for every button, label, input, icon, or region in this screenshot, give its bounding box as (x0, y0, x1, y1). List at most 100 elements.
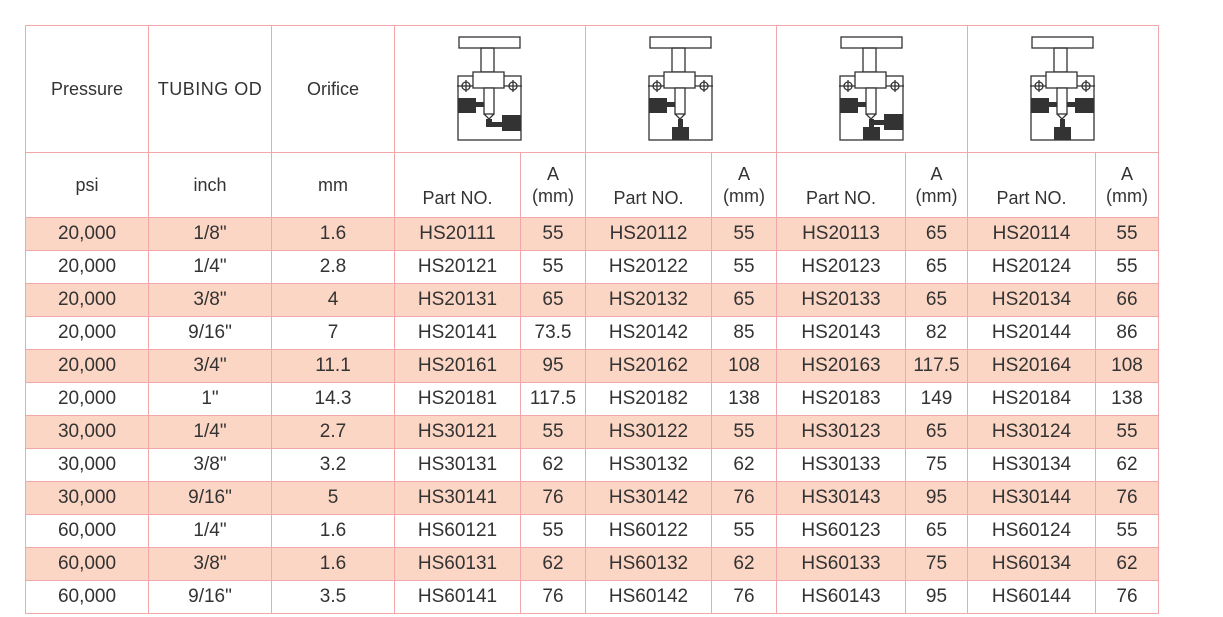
unit-mm: mm (271, 152, 395, 218)
a-mm-cell: 95 (905, 481, 968, 515)
a-mm-cell: 76 (520, 580, 586, 614)
part-no-cell: HS30134 (967, 448, 1096, 482)
part-no-cell: HS30124 (967, 415, 1096, 449)
part-no-cell: HS60121 (394, 514, 521, 548)
part-no-cell: HS30131 (394, 448, 521, 482)
a-mm-cell: 85 (711, 316, 777, 350)
a-mm-cell: 65 (905, 283, 968, 317)
a-label: A (546, 164, 559, 184)
a-mm-cell: 55 (711, 250, 777, 284)
a-mm-cell: 117.5 (520, 382, 586, 416)
part-no-cell: HS60143 (776, 580, 906, 614)
a-mm-cell: 65 (711, 283, 777, 317)
part-no-cell: HS60141 (394, 580, 521, 614)
a-dimension-header: A (mm) (711, 152, 777, 218)
part-no-cell: HS30121 (394, 415, 521, 449)
valve-type-3 (776, 25, 968, 153)
orifice-cell: 1.6 (271, 547, 395, 581)
part-no-cell: HS20133 (776, 283, 906, 317)
table-row: 20,000 1/4" 2.8 HS20121 55 HS20122 55 HS20123 65… (25, 250, 1159, 284)
part-no-cell: HS30122 (585, 415, 712, 449)
a-mm-cell: 65 (520, 283, 586, 317)
pressure-cell: 20,000 (25, 283, 149, 317)
a-mm-cell: 117.5 (905, 349, 968, 383)
pressure-cell: 30,000 (25, 415, 149, 449)
needle-valve-straight-bottom-icon (648, 36, 713, 141)
orifice-cell: 5 (271, 481, 395, 515)
part-no-cell: HS60123 (776, 514, 906, 548)
a-mm-cell: 55 (520, 415, 586, 449)
a-mm-cell: 76 (520, 481, 586, 515)
a-mm-cell: 65 (905, 415, 968, 449)
tubing-od-cell: 3/8" (148, 448, 272, 482)
a-mm-cell: 108 (1095, 349, 1159, 383)
table-row: 30,000 9/16" 5 HS30141 76 HS30142 76 HS30143 95 H… (25, 481, 1159, 515)
a-mm-cell: 75 (905, 448, 968, 482)
orifice-cell: 3.2 (271, 448, 395, 482)
pressure-cell: 20,000 (25, 316, 149, 350)
a-mm-cell: 62 (520, 547, 586, 581)
a-dimension-header: A (mm) (905, 152, 968, 218)
a-mm-cell: 62 (1095, 448, 1159, 482)
part-no-cell: HS20182 (585, 382, 712, 416)
a-mm-cell: 76 (711, 481, 777, 515)
a-mm-cell: 55 (520, 250, 586, 284)
part-no-cell: HS60124 (967, 514, 1096, 548)
orifice-cell: 7 (271, 316, 395, 350)
a-mm-cell: 149 (905, 382, 968, 416)
part-no-header: Part NO. (394, 152, 521, 218)
orifice-cell: 14.3 (271, 382, 395, 416)
part-no-cell: HS60144 (967, 580, 1096, 614)
a-label: A (737, 164, 750, 184)
part-no-cell: HS20122 (585, 250, 712, 284)
orifice-cell: 1.6 (271, 514, 395, 548)
part-no-cell: HS60132 (585, 547, 712, 581)
a-mm-cell: 76 (1095, 580, 1159, 614)
part-no-cell: HS20163 (776, 349, 906, 383)
a-mm-cell: 108 (711, 349, 777, 383)
a-mm-cell: 95 (905, 580, 968, 614)
valve-spec-table: Pressure TUBING OD Orifice psi inch mm P… (25, 25, 1159, 614)
tubing-od-cell: 9/16" (148, 580, 272, 614)
needle-valve-cross-pattern-icon (1030, 36, 1095, 141)
part-no-cell: HS20121 (394, 250, 521, 284)
a-mm-cell: 65 (905, 217, 968, 251)
pressure-cell: 20,000 (25, 217, 149, 251)
part-no-cell: HS20123 (776, 250, 906, 284)
part-no-cell: HS20143 (776, 316, 906, 350)
part-no-cell: HS20181 (394, 382, 521, 416)
unit-inch: inch (148, 152, 272, 218)
a-mm-cell: 138 (1095, 382, 1159, 416)
part-no-cell: HS60122 (585, 514, 712, 548)
orifice-cell: 2.8 (271, 250, 395, 284)
tubing-od-header: TUBING OD (148, 25, 272, 153)
a-mm-cell: 86 (1095, 316, 1159, 350)
tubing-od-cell: 3/8" (148, 283, 272, 317)
part-no-cell: HS30133 (776, 448, 906, 482)
a-unit: (mm) (915, 186, 958, 206)
part-no-header: Part NO. (585, 152, 712, 218)
part-no-cell: HS20184 (967, 382, 1096, 416)
part-no-cell: HS60131 (394, 547, 521, 581)
unit-psi: psi (25, 152, 149, 218)
part-no-cell: HS20162 (585, 349, 712, 383)
valve-type-2 (585, 25, 777, 153)
table-row: 20,000 3/8" 4 HS20131 65 HS20132 65 HS20133 65 HS… (25, 283, 1159, 317)
pressure-cell: 60,000 (25, 547, 149, 581)
part-no-cell: HS30142 (585, 481, 712, 515)
a-mm-cell: 55 (1095, 250, 1159, 284)
table-row: 30,000 3/8" 3.2 HS30131 62 HS30132 62 HS30133 75… (25, 448, 1159, 482)
part-no-cell: HS60134 (967, 547, 1096, 581)
part-no-cell: HS30144 (967, 481, 1096, 515)
a-mm-cell: 95 (520, 349, 586, 383)
a-mm-cell: 55 (711, 217, 777, 251)
pressure-cell: 20,000 (25, 349, 149, 383)
table-row: 20,000 9/16" 7 HS20141 73.5 HS20142 85 HS20143 8… (25, 316, 1159, 350)
part-no-cell: HS20132 (585, 283, 712, 317)
pressure-cell: 30,000 (25, 448, 149, 482)
tubing-od-cell: 1/4" (148, 250, 272, 284)
part-no-cell: HS20124 (967, 250, 1096, 284)
a-unit: (mm) (532, 186, 574, 206)
needle-valve-angle-pattern-icon (457, 36, 522, 141)
pressure-cell: 20,000 (25, 382, 149, 416)
